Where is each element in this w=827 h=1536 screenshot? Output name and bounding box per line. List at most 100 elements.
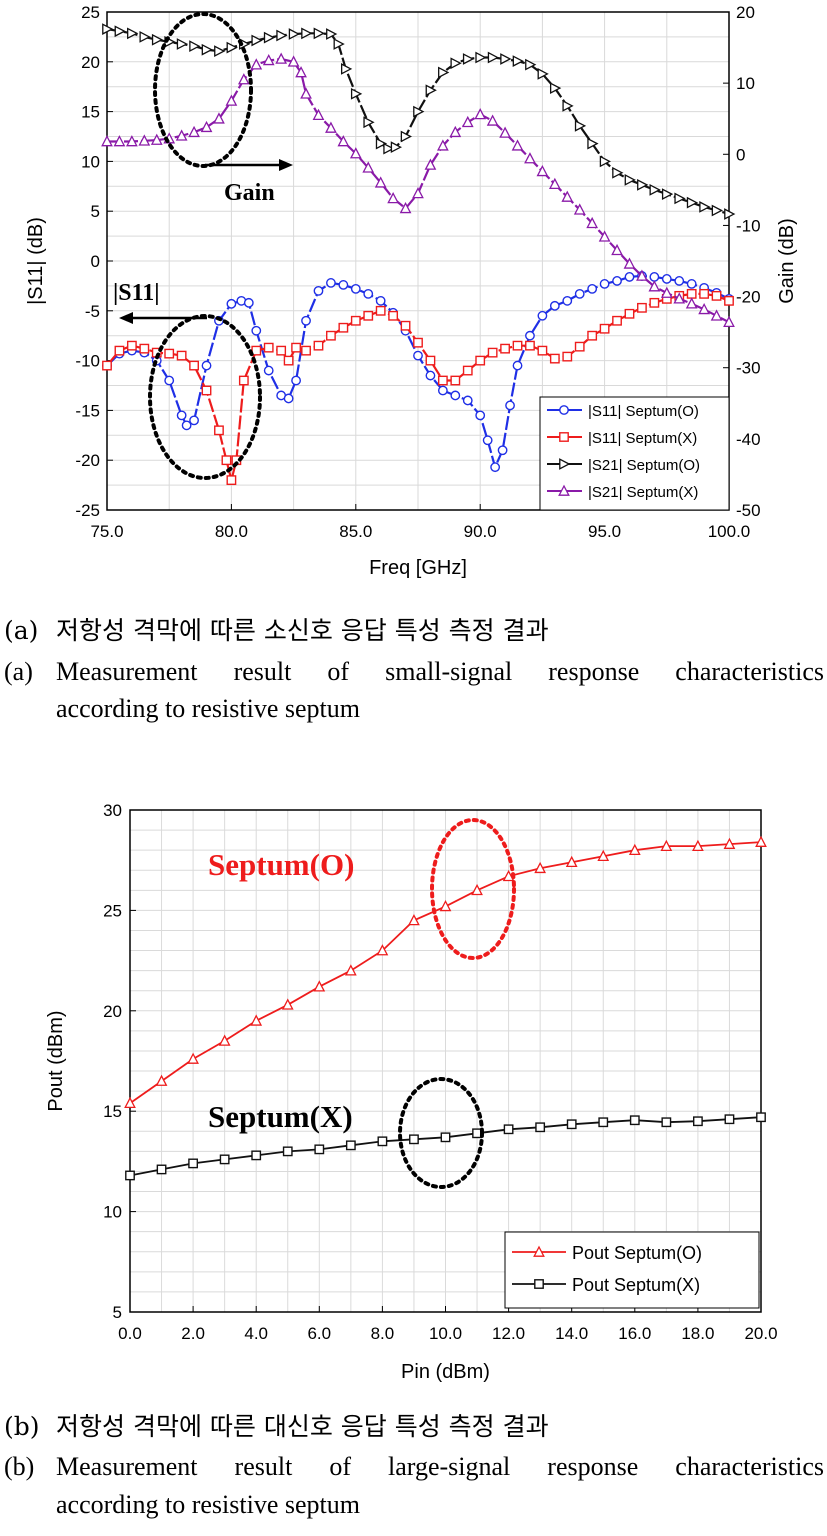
legend-marker <box>533 1245 545 1257</box>
data-point-4 <box>499 126 511 138</box>
x-tick-label: 8.0 <box>371 1324 395 1343</box>
legend-marker <box>559 458 571 470</box>
data-point-1 <box>534 861 547 874</box>
caption-b-korean-text: 저항성 격막에 따른 대신호 응답 특성 측정 결과 <box>56 1412 549 1441</box>
legend-label: |S21| Septum(X) <box>588 484 698 501</box>
data-point-4 <box>387 191 399 204</box>
y-right-axis-label: Gain (dB) <box>776 218 798 304</box>
data-point-1 <box>502 869 515 882</box>
data-point-1 <box>497 445 508 456</box>
data-point-3 <box>574 119 587 132</box>
y-tick-label: 10 <box>103 1203 122 1222</box>
data-point-3 <box>699 201 711 213</box>
x-tick-label: 100.0 <box>708 522 751 541</box>
y-left-tick-label: -10 <box>75 352 100 371</box>
data-point-1 <box>490 462 501 473</box>
data-point-2 <box>661 1117 672 1128</box>
y-left-tick-label: 0 <box>91 252 100 271</box>
y-right-tick-label: 20 <box>736 3 755 22</box>
data-point-3 <box>549 82 562 94</box>
x-tick-label: 18.0 <box>681 1324 714 1343</box>
data-point-1 <box>218 1034 231 1046</box>
data-point-1 <box>189 415 199 426</box>
data-point-4 <box>237 73 250 85</box>
data-point-1 <box>537 310 548 321</box>
data-point-4 <box>188 125 200 138</box>
x-tick-label: 14.0 <box>555 1324 588 1343</box>
data-point-1 <box>176 410 187 421</box>
data-point-3 <box>263 31 276 44</box>
legend-label: |S11| Septum(X) <box>588 430 697 447</box>
data-point-4 <box>138 134 151 146</box>
data-point-1 <box>291 375 301 386</box>
data-point-4 <box>126 135 138 147</box>
data-point-3 <box>462 53 475 65</box>
x-tick-label: 10.0 <box>429 1324 462 1343</box>
data-point-1 <box>562 295 573 306</box>
data-point-2 <box>574 341 585 352</box>
data-point-4 <box>449 125 462 138</box>
data-point-3 <box>674 192 686 205</box>
data-point-3 <box>127 27 139 40</box>
data-point-3 <box>599 155 612 168</box>
data-point-4 <box>362 161 375 173</box>
y-tick-label: 15 <box>103 1102 122 1121</box>
data-point-3 <box>587 137 599 150</box>
data-point-4 <box>200 120 213 133</box>
data-point-4 <box>250 58 263 70</box>
data-point-4 <box>660 286 673 298</box>
data-point-1 <box>674 276 685 286</box>
data-point-3 <box>525 58 537 71</box>
data-point-1 <box>181 420 192 431</box>
x-tick-label: 80.0 <box>215 522 248 541</box>
data-point-2 <box>219 1154 230 1165</box>
legend-label: Pout Septum(X) <box>572 1275 700 1295</box>
data-point-1 <box>686 279 697 289</box>
x-tick-label: 85.0 <box>339 522 372 541</box>
data-point-4 <box>636 269 648 281</box>
data-point-1 <box>350 283 361 294</box>
y-right-tick-label: -30 <box>736 359 761 378</box>
data-point-4 <box>685 297 698 309</box>
x-tick-label: 16.0 <box>618 1324 651 1343</box>
data-point-1 <box>599 279 610 289</box>
data-point-1 <box>660 839 673 851</box>
y-left-tick-label: 10 <box>81 152 100 171</box>
legend-label: |S21| Septum(O) <box>588 457 700 474</box>
data-point-4 <box>673 292 686 304</box>
y-left-tick-label: 25 <box>81 3 100 22</box>
data-point-2 <box>214 425 224 436</box>
data-point-3 <box>400 130 412 143</box>
data-point-1 <box>612 276 622 286</box>
y-left-tick-label: -25 <box>75 501 100 520</box>
data-point-1 <box>525 330 535 341</box>
data-point-2 <box>114 345 125 356</box>
data-point-2 <box>637 302 647 313</box>
y-left-tick-label: 5 <box>91 202 100 221</box>
legend-marker <box>559 432 569 442</box>
data-point-2 <box>535 1122 546 1133</box>
data-point-1 <box>437 385 448 396</box>
data-point-3 <box>612 166 624 179</box>
data-point-3 <box>288 28 301 40</box>
gain-annotation: Gain <box>224 180 275 206</box>
data-point-1 <box>124 1096 136 1109</box>
data-point-3 <box>661 188 674 200</box>
data-point-2 <box>282 1146 293 1157</box>
data-point-1 <box>301 315 311 326</box>
data-point-4 <box>213 112 225 124</box>
y-tick-label: 5 <box>113 1303 122 1322</box>
data-point-2 <box>756 1112 766 1123</box>
x-axis-label: Freq [GHz] <box>369 557 467 579</box>
caption-a-korean: (a) 저항성 격막에 따른 소신호 응답 특성 측정 결과 <box>4 614 549 647</box>
data-point-1 <box>283 393 294 404</box>
data-point-2 <box>599 323 610 334</box>
caption-a-english-line2: according to resistive septum <box>56 694 360 723</box>
data-point-4 <box>113 135 126 147</box>
data-point-2 <box>537 345 548 356</box>
data-point-2 <box>102 360 112 371</box>
data-point-3 <box>475 51 487 64</box>
data-point-2 <box>512 340 523 351</box>
data-point-3 <box>313 27 325 40</box>
